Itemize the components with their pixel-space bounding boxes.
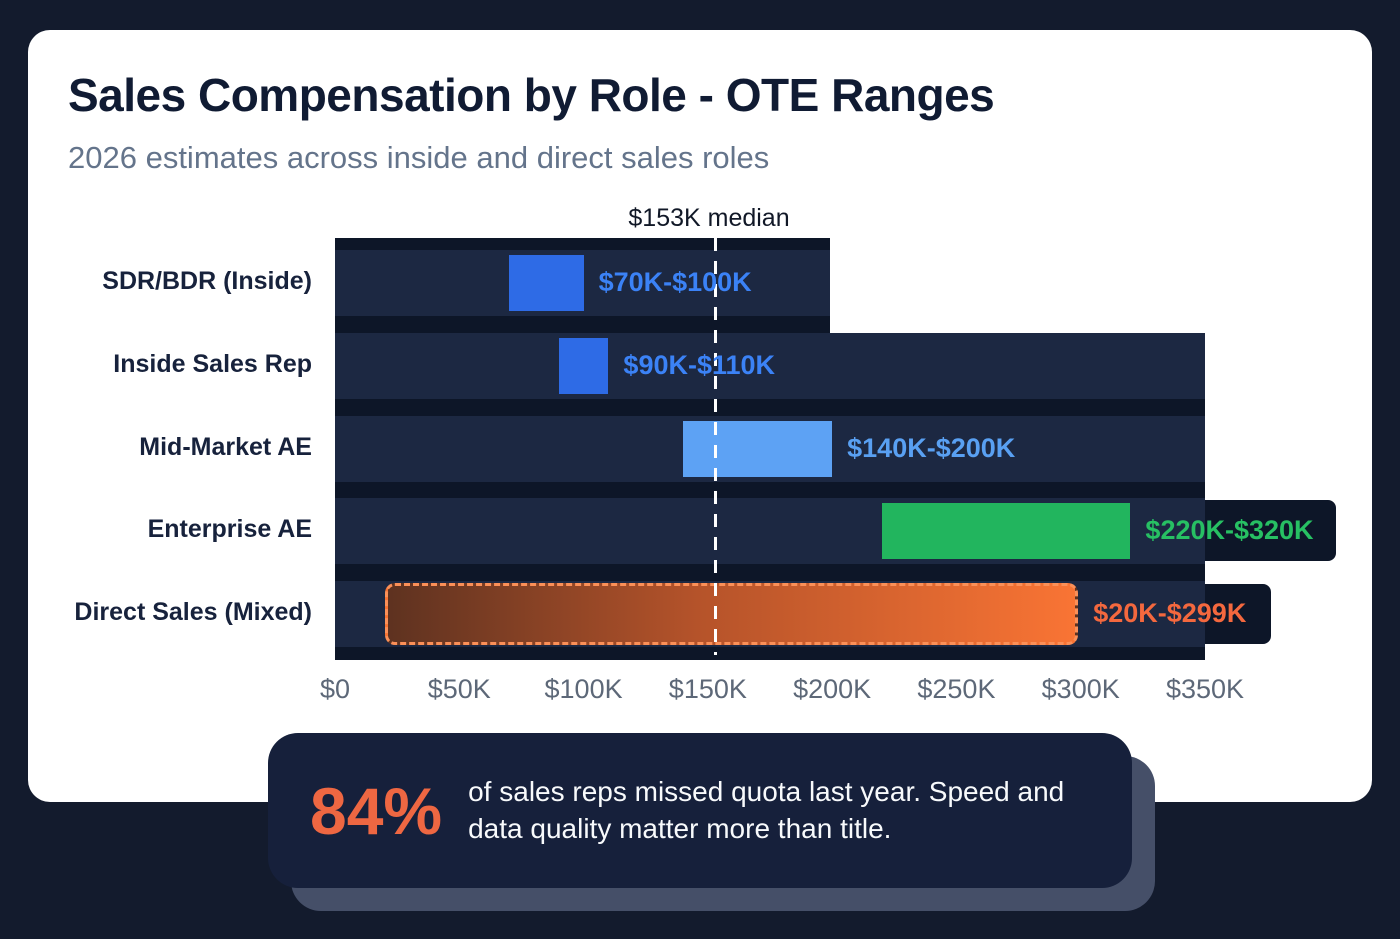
x-axis-tick: $0 bbox=[319, 674, 351, 704]
category-label: Mid-Market AE bbox=[139, 433, 312, 461]
median-line bbox=[713, 238, 717, 655]
x-axis-tick: $350K bbox=[1165, 674, 1245, 704]
row-track bbox=[335, 333, 1205, 399]
x-axis-tick: $50K bbox=[427, 674, 491, 704]
median-label: $153K median bbox=[628, 204, 790, 232]
category-label: Enterprise AE bbox=[147, 515, 312, 543]
plot-background-ext-direct bbox=[1205, 584, 1271, 644]
value-label-1: $90K-$110K bbox=[623, 350, 776, 380]
value-label-0: $70K-$100K bbox=[598, 267, 752, 297]
category-label: SDR/BDR (Inside) bbox=[102, 267, 312, 295]
bar-2 bbox=[683, 421, 833, 477]
x-axis-tick: $250K bbox=[917, 674, 996, 704]
bar-1 bbox=[558, 338, 609, 394]
callout-text: of sales reps missed quota last year. Sp… bbox=[468, 775, 1065, 844]
value-label-3: $220K-$320K bbox=[1145, 515, 1314, 545]
category-label: Direct Sales (Mixed) bbox=[74, 598, 312, 626]
x-axis-tick: $150K bbox=[668, 674, 747, 704]
page-title: Sales Compensation by Role - OTE Ranges bbox=[68, 69, 995, 121]
category-label: Inside Sales Rep bbox=[113, 350, 312, 378]
plot-background-ext-enterprise bbox=[1205, 500, 1336, 561]
x-axis-tick: $300K bbox=[1041, 674, 1120, 704]
page-subtitle: 2026 estimates across inside and direct … bbox=[68, 140, 770, 175]
quota-callout: 84% of sales reps missed quota last year… bbox=[268, 733, 1132, 888]
bar-4 bbox=[384, 583, 1079, 645]
bar-0 bbox=[509, 255, 584, 311]
value-label-2: $140K-$200K bbox=[847, 433, 1016, 463]
callout-stat: 84% bbox=[310, 773, 443, 848]
x-axis-tick: $100K bbox=[544, 674, 623, 704]
bar-3 bbox=[881, 503, 1131, 559]
x-axis-tick: $200K bbox=[793, 674, 872, 704]
value-label-4: $20K-$299K bbox=[1093, 598, 1247, 628]
